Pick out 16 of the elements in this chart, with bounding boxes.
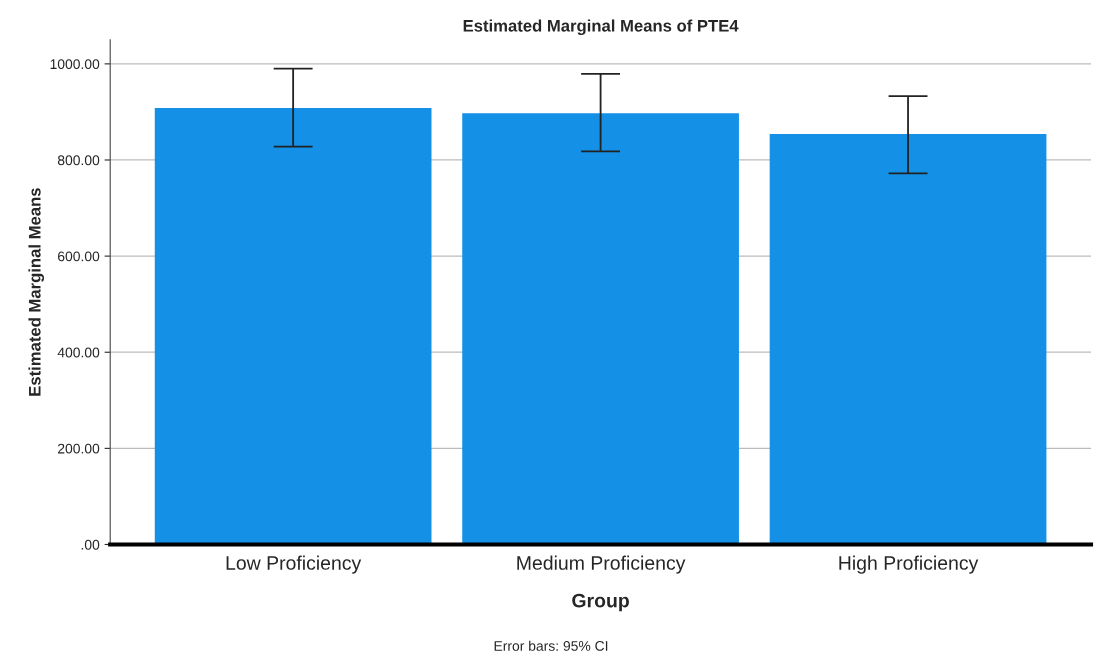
bar: [154, 108, 432, 545]
y-axis-title: Estimated Marginal Means: [28, 188, 45, 396]
text: Error bars: 95% CI: [494, 640, 608, 651]
y-tick-label: 1000.00: [50, 59, 100, 70]
y-tick-label: .00: [81, 539, 100, 550]
y-tick-label: 400.00: [57, 347, 100, 358]
x-tick-label: Medium Proficiency: [517, 555, 686, 574]
y-tick-label: 800.00: [57, 155, 100, 166]
x-tick-label: Low Proficiency: [226, 555, 362, 574]
x-tick-label: High Proficiency: [839, 555, 979, 574]
bar: [769, 134, 1047, 545]
y-tick-label: 200.00: [58, 443, 100, 454]
y-tick-label: 600.00: [58, 251, 100, 262]
bar: [462, 113, 739, 545]
chart-title: Estimated Marginal Means of PTE4: [463, 19, 739, 36]
x-axis-title: Group: [572, 593, 629, 612]
